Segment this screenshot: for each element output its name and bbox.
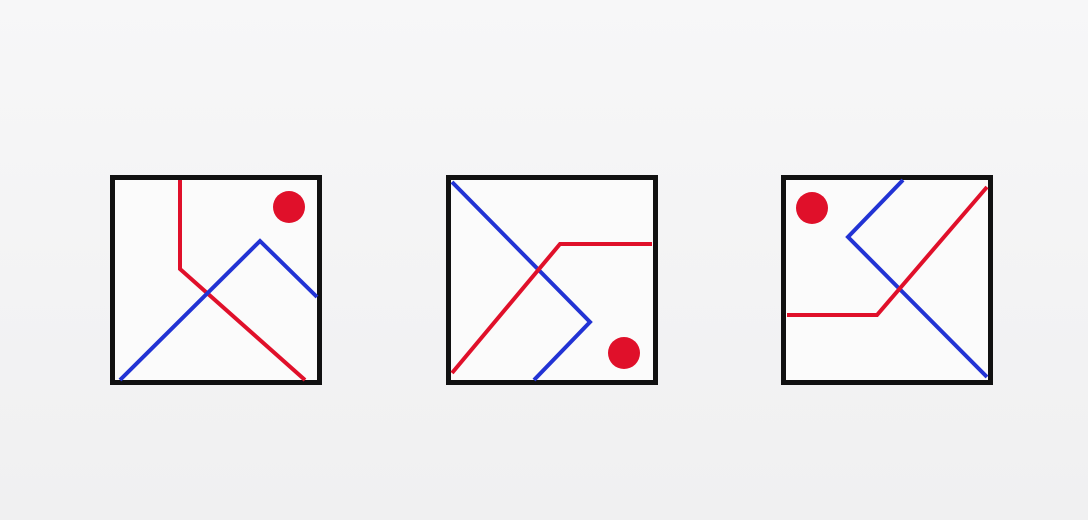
panel-3-blue-path <box>845 178 989 379</box>
panel-1 <box>110 175 322 385</box>
panel-2-red-dot <box>608 337 640 369</box>
panel-1-drawing <box>110 175 322 385</box>
panel-2 <box>446 175 658 385</box>
panel-2-drawing <box>446 175 658 385</box>
panel-2-blue-path <box>450 180 593 382</box>
panel-2-red-path <box>450 242 652 375</box>
panel-1-red-path <box>178 180 307 382</box>
panel-3-red-path <box>787 185 989 317</box>
panel-1-red-dot <box>273 191 305 223</box>
panel-3-drawing <box>781 175 993 385</box>
panel-3 <box>781 175 993 385</box>
panel-1-blue-path <box>118 238 319 382</box>
panel-3-red-dot <box>796 192 828 224</box>
